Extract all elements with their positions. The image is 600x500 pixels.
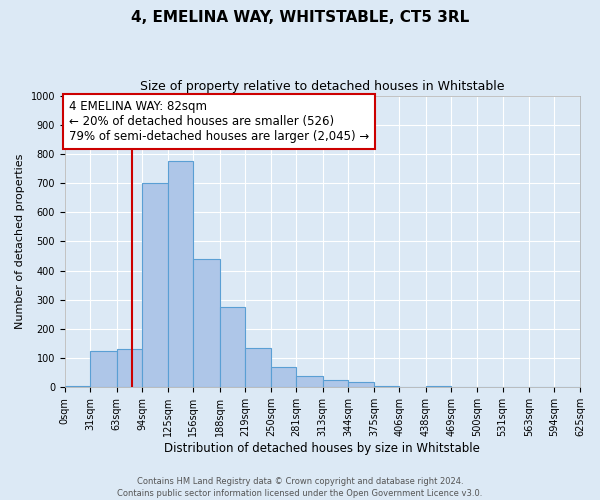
Bar	[117, 350, 142, 388]
Bar	[296, 376, 323, 388]
Bar	[91, 351, 117, 388]
Bar	[193, 259, 220, 388]
Text: Contains HM Land Registry data © Crown copyright and database right 2024.
Contai: Contains HM Land Registry data © Crown c…	[118, 476, 482, 498]
Text: 4 EMELINA WAY: 82sqm
← 20% of detached houses are smaller (526)
79% of semi-deta: 4 EMELINA WAY: 82sqm ← 20% of detached h…	[69, 100, 369, 143]
Bar	[168, 161, 193, 388]
Y-axis label: Number of detached properties: Number of detached properties	[15, 154, 25, 329]
Text: 4, EMELINA WAY, WHITSTABLE, CT5 3RL: 4, EMELINA WAY, WHITSTABLE, CT5 3RL	[131, 10, 469, 25]
Title: Size of property relative to detached houses in Whitstable: Size of property relative to detached ho…	[140, 80, 505, 93]
Bar	[374, 386, 400, 388]
Bar	[349, 382, 374, 388]
Bar	[245, 348, 271, 388]
X-axis label: Distribution of detached houses by size in Whitstable: Distribution of detached houses by size …	[164, 442, 481, 455]
Bar	[65, 386, 91, 388]
Bar	[426, 386, 451, 388]
Bar	[271, 367, 296, 388]
Bar	[323, 380, 349, 388]
Bar	[142, 183, 168, 388]
Bar	[220, 307, 245, 388]
